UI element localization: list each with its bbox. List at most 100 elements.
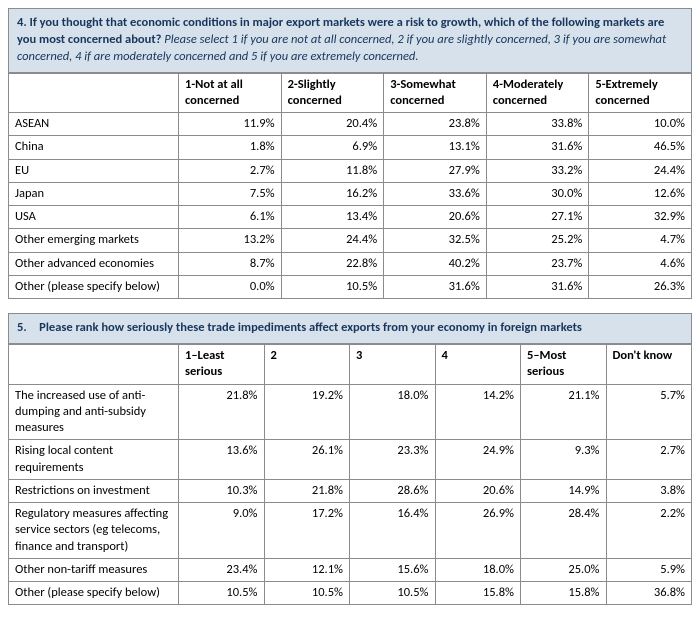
- q4-cell: 20.4%: [281, 113, 384, 136]
- q4-cell: 24.4%: [589, 159, 692, 182]
- q5-cell: 14.9%: [521, 479, 607, 502]
- q4-cell: 12.6%: [589, 182, 692, 205]
- q5-col-6: Don't know: [606, 345, 692, 385]
- q4-cell: 4.7%: [589, 229, 692, 252]
- q4-row-label: Other emerging markets: [9, 229, 179, 252]
- q5-col-2: 2: [264, 345, 350, 385]
- q5-row-label: Rising local content requirements: [9, 440, 179, 480]
- q5-cell: 25.0%: [521, 558, 607, 581]
- q4-cell: 33.6%: [384, 182, 487, 205]
- q5-cell: 15.8%: [435, 582, 521, 605]
- table-row: Other advanced economies8.7%22.8%40.2%23…: [9, 252, 692, 275]
- q5-cell: 2.7%: [606, 440, 692, 480]
- q5-col-1: 1–Least serious: [179, 345, 265, 385]
- q5-cell: 28.6%: [350, 479, 436, 502]
- q4-cell: 8.7%: [179, 252, 282, 275]
- q4-cell: 33.2%: [486, 159, 589, 182]
- q4-cell: 22.8%: [281, 252, 384, 275]
- q5-cell: 24.9%: [435, 440, 521, 480]
- q4-cell: 31.6%: [486, 136, 589, 159]
- q4-cell: 13.4%: [281, 206, 384, 229]
- table-row: China1.8%6.9%13.1%31.6%46.5%: [9, 136, 692, 159]
- q5-cell: 10.5%: [350, 582, 436, 605]
- q4-cell: 32.5%: [384, 229, 487, 252]
- q5-col-4: 4: [435, 345, 521, 385]
- q5-cell: 26.9%: [435, 503, 521, 559]
- q4-cell: 31.6%: [384, 275, 487, 298]
- q5-cell: 21.8%: [179, 384, 265, 440]
- q4-cell: 20.6%: [384, 206, 487, 229]
- q5-cell: 20.6%: [435, 479, 521, 502]
- q5-col-5: 5–Most serious: [521, 345, 607, 385]
- q5-cell: 18.0%: [350, 384, 436, 440]
- q5-cell: 26.1%: [264, 440, 350, 480]
- q5-header-row: 1–Least serious 2 3 4 5–Most serious Don…: [9, 345, 692, 385]
- table-row: Other non-tariff measures23.4%12.1%15.6%…: [9, 558, 692, 581]
- q5-cell: 2.2%: [606, 503, 692, 559]
- q4-cell: 6.1%: [179, 206, 282, 229]
- q4-col-3: 3-Somewhat concerned: [384, 73, 487, 113]
- q5-body: The increased use of anti-dumping and an…: [9, 384, 692, 605]
- q5-header-bold: 5. Please rank how seriously these trade…: [17, 320, 582, 335]
- q4-cell: 27.1%: [486, 206, 589, 229]
- q4-cell: 25.2%: [486, 229, 589, 252]
- q5-cell: 15.8%: [521, 582, 607, 605]
- table-row: ASEAN11.9%20.4%23.8%33.8%10.0%: [9, 113, 692, 136]
- q4-cell: 6.9%: [281, 136, 384, 159]
- q4-cell: 16.2%: [281, 182, 384, 205]
- q5-col-3: 3: [350, 345, 436, 385]
- q5-col-blank: [9, 345, 179, 385]
- q4-cell: 1.8%: [179, 136, 282, 159]
- q4-col-5: 5-Extremely concerned: [589, 73, 692, 113]
- q5-cell: 12.1%: [264, 558, 350, 581]
- q4-row-label: China: [9, 136, 179, 159]
- q4-cell: 13.2%: [179, 229, 282, 252]
- q5-cell: 13.6%: [179, 440, 265, 480]
- q4-cell: 31.6%: [486, 275, 589, 298]
- q4-row-label: ASEAN: [9, 113, 179, 136]
- q5-cell: 19.2%: [264, 384, 350, 440]
- q5-cell: 9.3%: [521, 440, 607, 480]
- q5-cell: 14.2%: [435, 384, 521, 440]
- table-row: The increased use of anti-dumping and an…: [9, 384, 692, 440]
- q5-row-label: Regulatory measures affecting service se…: [9, 503, 179, 559]
- q5-cell: 23.4%: [179, 558, 265, 581]
- q5-cell: 10.5%: [264, 582, 350, 605]
- q4-cell: 10.5%: [281, 275, 384, 298]
- q4-cell: 13.1%: [384, 136, 487, 159]
- q4-col-1: 1-Not at all concerned: [179, 73, 282, 113]
- q5-cell: 36.8%: [606, 582, 692, 605]
- q4-cell: 2.7%: [179, 159, 282, 182]
- q5-row-label: Other non-tariff measures: [9, 558, 179, 581]
- q4-row-label: EU: [9, 159, 179, 182]
- q5-row-label: Other (please specify below): [9, 582, 179, 605]
- q4-cell: 0.0%: [179, 275, 282, 298]
- q4-header-row: 1-Not at all concerned 2-Slightly concer…: [9, 73, 692, 113]
- q4-cell: 24.4%: [281, 229, 384, 252]
- q5-cell: 18.0%: [435, 558, 521, 581]
- q4-cell: 11.9%: [179, 113, 282, 136]
- table-row: Other (please specify below)10.5%10.5%10…: [9, 582, 692, 605]
- q4-cell: 46.5%: [589, 136, 692, 159]
- q4-col-4: 4-Moderately concerned: [486, 73, 589, 113]
- q5-cell: 21.1%: [521, 384, 607, 440]
- q5-cell: 3.8%: [606, 479, 692, 502]
- q5-cell: 28.4%: [521, 503, 607, 559]
- q4-cell: 10.0%: [589, 113, 692, 136]
- q4-cell: 23.8%: [384, 113, 487, 136]
- q5-cell: 5.7%: [606, 384, 692, 440]
- q4-row-label: Other (please specify below): [9, 275, 179, 298]
- q4-cell: 33.8%: [486, 113, 589, 136]
- q5-cell: 15.6%: [350, 558, 436, 581]
- q5-cell: 21.8%: [264, 479, 350, 502]
- table-row: Regulatory measures affecting service se…: [9, 503, 692, 559]
- q4-cell: 23.7%: [486, 252, 589, 275]
- q4-header: 4. If you thought that economic conditio…: [8, 8, 692, 73]
- q5-cell: 10.3%: [179, 479, 265, 502]
- q5-cell: 5.9%: [606, 558, 692, 581]
- q5-row-label: Restrictions on investment: [9, 479, 179, 502]
- table-row: EU2.7%11.8%27.9%33.2%24.4%: [9, 159, 692, 182]
- q5-row-label: The increased use of anti-dumping and an…: [9, 384, 179, 440]
- q4-body: ASEAN11.9%20.4%23.8%33.8%10.0%China1.8%6…: [9, 113, 692, 299]
- q4-cell: 11.8%: [281, 159, 384, 182]
